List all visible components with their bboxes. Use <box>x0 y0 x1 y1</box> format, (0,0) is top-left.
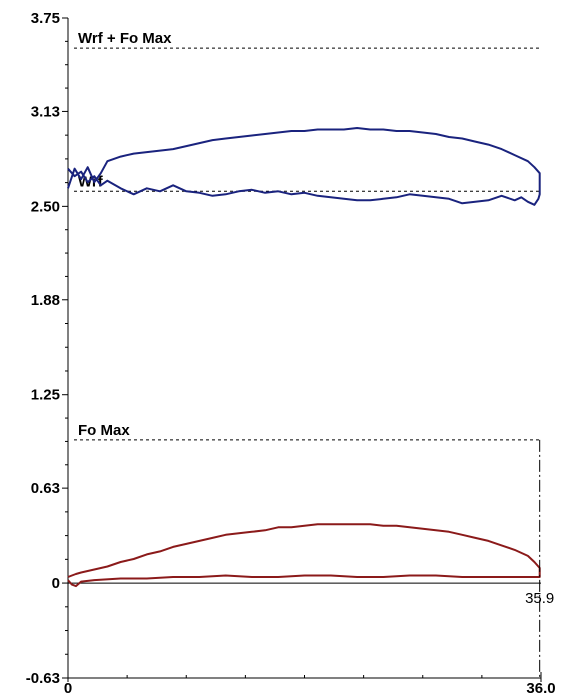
marker-label: 35.9 <box>525 590 554 607</box>
x-tick-label: 36.0 <box>526 680 555 696</box>
y-tick-label: -0.63 <box>26 670 60 687</box>
marker-layer: 35.9 <box>525 439 554 678</box>
y-tick-label: 0 <box>52 575 60 592</box>
y-tick-label: 0.63 <box>31 480 60 497</box>
y-tick-label: 1.25 <box>31 387 60 404</box>
reference-line-label: Fo Max <box>78 422 130 439</box>
series-line-1 <box>67 127 541 206</box>
series-layer <box>67 127 541 588</box>
y-tick-label: 2.50 <box>31 198 60 215</box>
y-tick-label: 3.13 <box>31 103 60 120</box>
axes: 3.753.132.501.881.250.630-0.630 36.0 <box>26 10 556 696</box>
x-tick-label: 0 <box>64 680 72 696</box>
series-line-2 <box>67 523 541 588</box>
y-tick-label: 3.75 <box>31 10 60 27</box>
y-tick-label: 1.88 <box>31 292 60 309</box>
reference-line-label: Wrf + Fo Max <box>78 30 172 47</box>
